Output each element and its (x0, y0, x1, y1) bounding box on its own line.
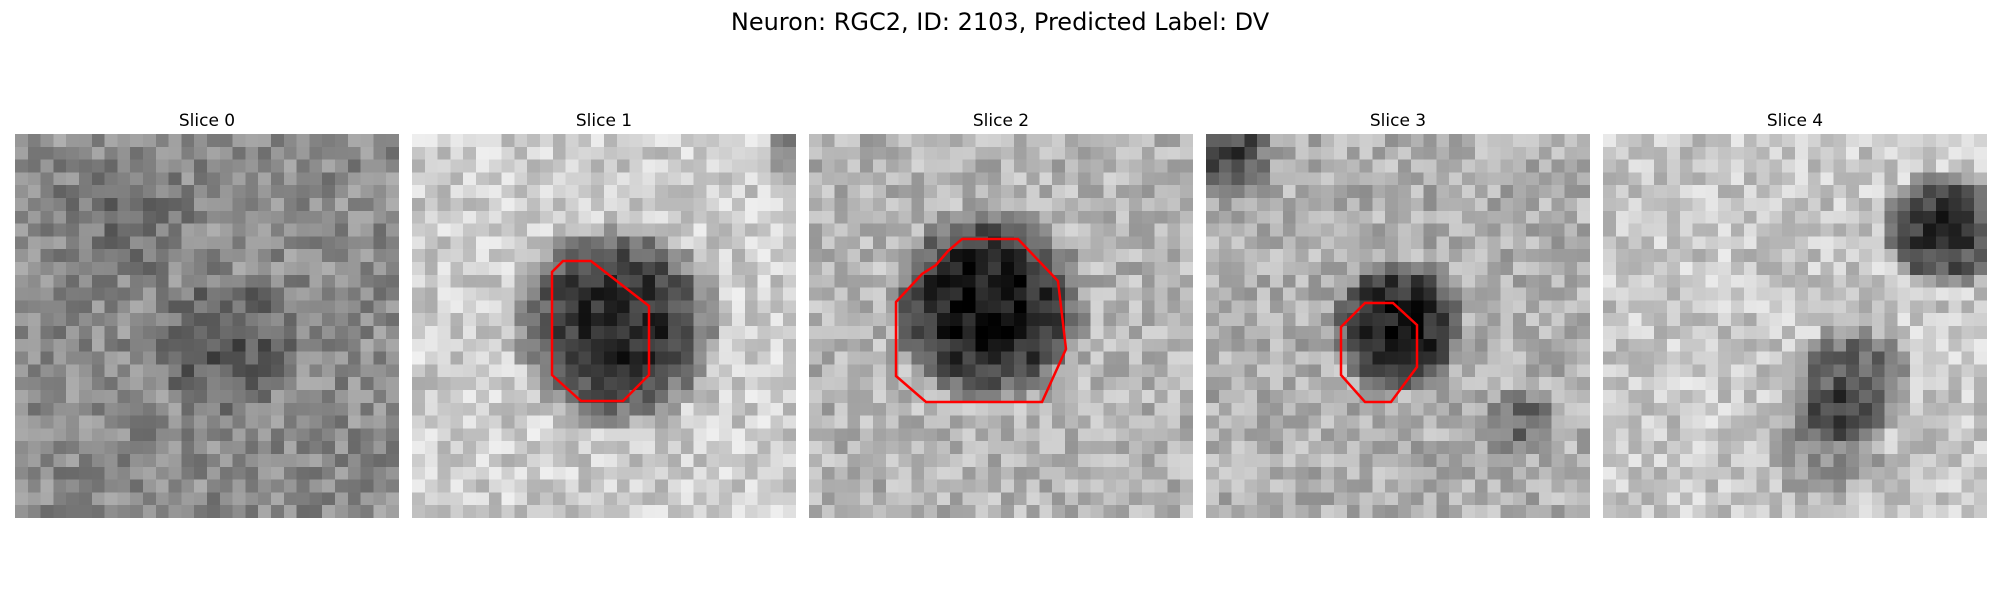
slice-title: Slice 4 (1766, 111, 1824, 131)
figure-title: Neuron: RGC2, ID: 2103, Predicted Label:… (730, 8, 1270, 36)
slice-title: Slice 2 (972, 111, 1030, 131)
slice-image (809, 134, 1193, 518)
slice-title: Slice 0 (178, 111, 236, 131)
slice-title: Slice 3 (1369, 111, 1427, 131)
roi-outline (894, 237, 1068, 404)
slice-image (1603, 134, 1987, 518)
slice-image (15, 134, 399, 518)
slice-image (412, 134, 796, 518)
slice-title: Slice 1 (575, 111, 633, 131)
roi-outline (1339, 301, 1419, 404)
slice-image (1206, 134, 1590, 518)
roi-outline (550, 259, 651, 403)
